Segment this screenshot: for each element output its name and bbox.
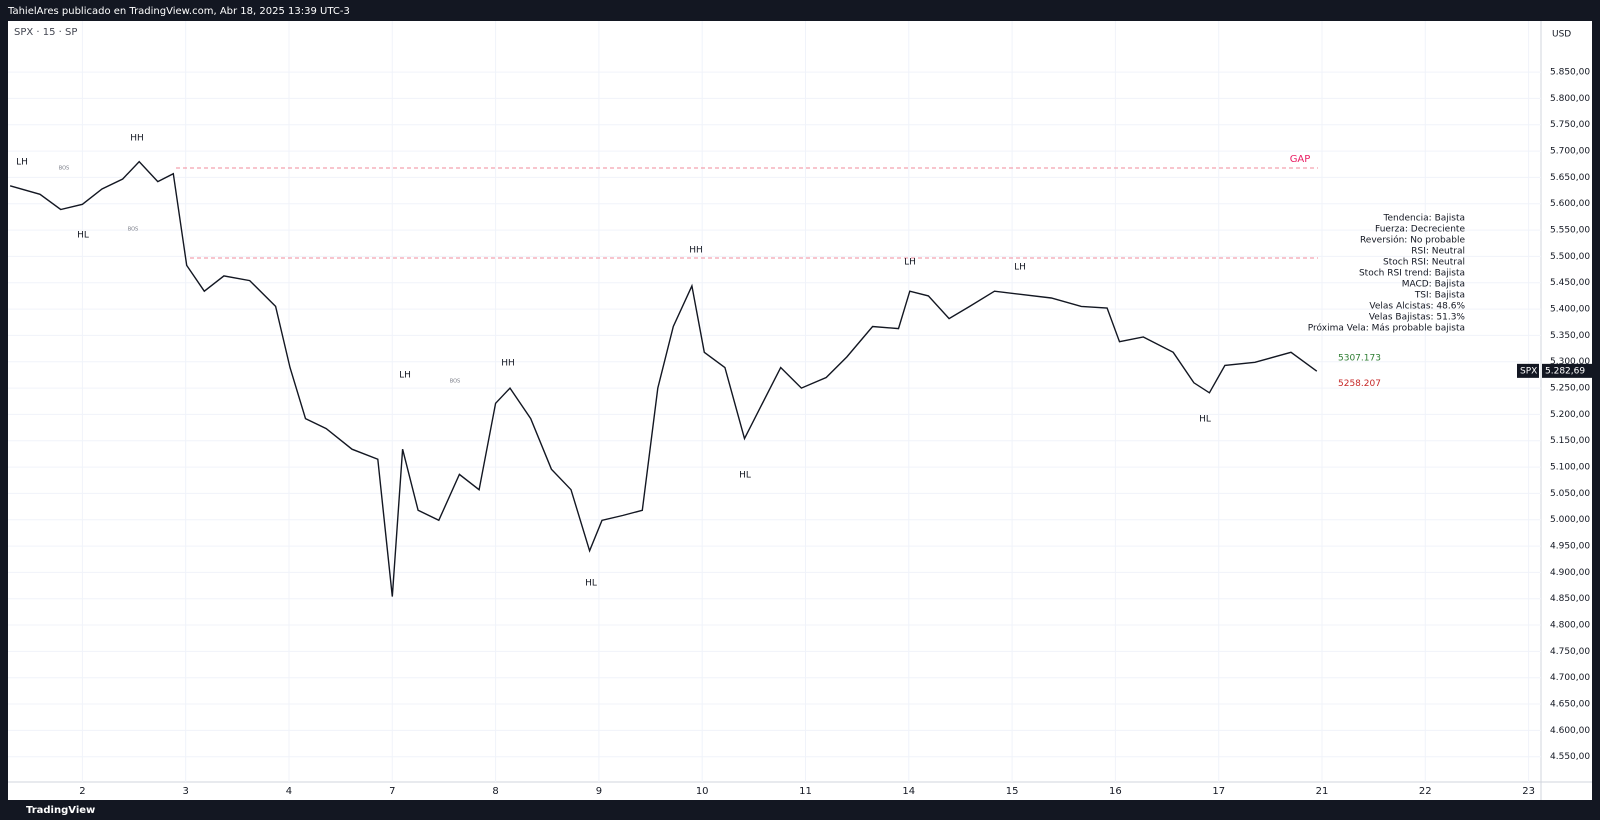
y-tick-label: 4.800,00 — [1550, 621, 1590, 631]
y-tick-label: 5.300,00 — [1550, 357, 1590, 367]
annotation: HL — [585, 579, 597, 589]
x-tick-label: 17 — [1212, 786, 1225, 797]
panel-line: Tendencia: Bajista — [1383, 214, 1465, 224]
y-tick-label: 4.950,00 — [1550, 542, 1590, 552]
y-tick-label: 5.250,00 — [1550, 384, 1590, 394]
x-tick-label: 14 — [902, 786, 915, 797]
panel-line: Fuerza: Decreciente — [1375, 225, 1465, 235]
y-tick-label: 5.650,00 — [1550, 173, 1590, 183]
panel-line: Reversión: No probable — [1360, 235, 1466, 246]
annotation: HL — [77, 231, 89, 241]
panel-line: Stoch RSI: Neutral — [1383, 258, 1465, 268]
annotation: HH — [130, 134, 144, 144]
y-tick-label: 4.650,00 — [1550, 700, 1590, 710]
x-tick-label: 3 — [182, 786, 188, 797]
annotation: BOS — [59, 166, 69, 172]
y-tick-label: 4.850,00 — [1550, 594, 1590, 604]
annotation: HH — [689, 246, 703, 256]
y-tick-label: 4.700,00 — [1550, 673, 1590, 683]
y-tick-label: 4.750,00 — [1550, 647, 1590, 657]
annotation: LH — [904, 258, 916, 268]
annotation: BOS — [450, 379, 460, 385]
annotation: LH — [1014, 263, 1026, 273]
y-tick-label: 5.500,00 — [1550, 252, 1590, 262]
y-tick-label: 5.050,00 — [1550, 489, 1590, 499]
annotation: LH — [16, 158, 28, 168]
x-tick-label: 15 — [1006, 786, 1019, 797]
annotation: LH — [399, 371, 411, 381]
header-text: TahielAres publicado en TradingView.com,… — [7, 6, 350, 17]
x-tick-label: 16 — [1109, 786, 1122, 797]
x-tick-label: 11 — [799, 786, 812, 797]
annotation: HL — [1199, 415, 1211, 425]
panel-line: Velas Bajistas: 51.3% — [1369, 313, 1466, 323]
price-line — [9, 160, 1318, 597]
x-tick-label: 8 — [492, 786, 498, 797]
y-tick-label: 5.400,00 — [1550, 305, 1590, 315]
symbol-legend: SPX · 15 · SP — [14, 27, 77, 38]
footer-logo: TradingView — [26, 805, 95, 816]
price-tag-name-bg — [1517, 363, 1539, 378]
y-tick-label: 4.550,00 — [1550, 752, 1590, 762]
level-label: 5307.173 — [1338, 353, 1381, 363]
y-tick-label: 4.600,00 — [1550, 726, 1590, 736]
x-tick-label: 10 — [696, 786, 709, 797]
y-tick-label: 5.700,00 — [1550, 147, 1590, 157]
right-border — [1592, 21, 1600, 800]
y-tick-label: 5.550,00 — [1550, 226, 1590, 236]
price-tag-label: 5.282,69 — [1545, 366, 1585, 376]
top-bar — [0, 0, 1600, 21]
y-tick-label: 5.000,00 — [1550, 515, 1590, 525]
x-tick-label: 23 — [1522, 786, 1535, 797]
annotation: GAP — [1290, 154, 1311, 165]
panel-line: RSI: Neutral — [1411, 247, 1465, 257]
panel-line: MACD: Bajista — [1402, 280, 1465, 290]
y-tick-label: 5.450,00 — [1550, 278, 1590, 288]
x-tick-label: 22 — [1419, 786, 1432, 797]
x-tick-label: 7 — [389, 786, 395, 797]
panel-line: Velas Alcistas: 48.6% — [1369, 302, 1465, 312]
x-tick-label: 2 — [79, 786, 85, 797]
y-tick-label: 5.850,00 — [1550, 68, 1590, 78]
y-tick-label: 5.200,00 — [1550, 410, 1590, 420]
price-tag-name: SPX — [1520, 366, 1537, 376]
annotation: BOS — [128, 227, 138, 233]
panel-line: Stoch RSI trend: Bajista — [1359, 269, 1465, 279]
currency: USD — [1552, 30, 1571, 40]
y-tick-label: 5.600,00 — [1550, 199, 1590, 209]
annotation: HL — [739, 471, 751, 481]
bottom-bar — [0, 800, 1600, 820]
x-tick-label: 9 — [596, 786, 602, 797]
panel-line: Próxima Vela: Más probable bajista — [1308, 323, 1465, 334]
left-border — [0, 21, 8, 800]
y-tick-label: 5.150,00 — [1550, 436, 1590, 446]
level-label: 5258.207 — [1338, 379, 1381, 389]
x-tick-label: 4 — [286, 786, 292, 797]
annotation: HH — [501, 359, 515, 369]
price-tag-bg — [1542, 363, 1592, 378]
panel-line: TSI: Bajista — [1414, 291, 1465, 301]
y-tick-label: 5.350,00 — [1550, 331, 1590, 341]
x-tick-label: 21 — [1316, 786, 1329, 797]
y-tick-label: 5.100,00 — [1550, 463, 1590, 473]
y-tick-label: 5.800,00 — [1550, 94, 1590, 104]
y-tick-label: 5.750,00 — [1550, 120, 1590, 130]
y-tick-label: 4.900,00 — [1550, 568, 1590, 578]
